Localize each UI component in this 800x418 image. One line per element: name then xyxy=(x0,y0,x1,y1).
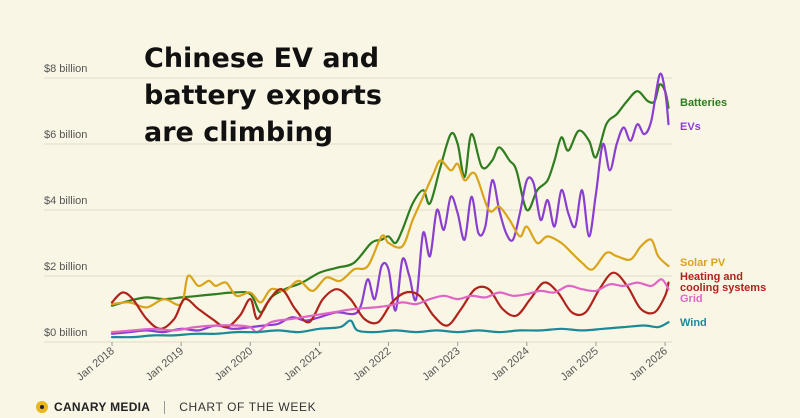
x-tick-label: Jan 2022 xyxy=(351,345,393,383)
title-line-2: battery exports xyxy=(144,80,382,111)
series-lines xyxy=(110,72,670,339)
series-label-heating-and-cooling-systems: Heating and cooling systems xyxy=(680,271,766,294)
footer-label: CHART OF THE WEEK xyxy=(179,400,317,414)
x-tick-label: Jan 2020 xyxy=(213,345,255,383)
footer: CANARY MEDIA CHART OF THE WEEK xyxy=(36,398,316,416)
x-tick-label: Jan 2019 xyxy=(144,345,186,383)
series-line-grid xyxy=(110,278,670,334)
series-label-evs: EVs xyxy=(680,121,701,133)
title-line-1: Chinese EV and xyxy=(144,43,380,74)
title-line-3: are climbing xyxy=(144,117,334,148)
series-line-solar-pv xyxy=(110,159,670,309)
series-line-wind xyxy=(110,319,670,339)
y-axis-tick-labels: $0 billion $2 billion $4 billion $6 billion… xyxy=(44,63,87,339)
series-label-grid: Grid xyxy=(680,293,703,305)
x-tick-label: Jan 2023 xyxy=(420,345,462,383)
x-tick-label: Jan 2025 xyxy=(558,345,600,383)
canary-dot-icon xyxy=(36,401,48,413)
y-tick-label: $4 billion xyxy=(44,195,87,207)
series-line-heating-and-cooling-systems xyxy=(110,271,670,330)
series-label-solar-pv: Solar PV xyxy=(680,257,726,269)
x-tick-label: Jan 2021 xyxy=(282,345,324,383)
chart-title: Chinese EV and battery exports are climb… xyxy=(144,40,382,151)
x-tick-label: Jan 2024 xyxy=(489,345,531,383)
series-label-batteries: Batteries xyxy=(680,97,727,109)
series-labels: Batteries EVs Solar PV Heating and cooling s… xyxy=(680,97,766,329)
x-tick-label: Jan 2026 xyxy=(628,345,670,383)
series-line-batteries xyxy=(110,83,670,314)
footer-brand: CANARY MEDIA xyxy=(54,400,151,414)
x-tick-label: Jan 2018 xyxy=(75,345,117,383)
x-axis-tick-labels: Jan 2018 Jan 2019 Jan 2020 Jan 2021 Jan 2022… xyxy=(75,342,670,383)
footer-divider xyxy=(164,400,166,414)
y-tick-label: $6 billion xyxy=(44,129,87,141)
y-tick-label: $2 billion xyxy=(44,261,87,273)
y-tick-label: $8 billion xyxy=(44,63,87,75)
y-tick-label: $0 billion xyxy=(44,327,87,339)
series-line-evs xyxy=(110,72,670,335)
series-label-wind: Wind xyxy=(680,317,707,329)
gridlines xyxy=(44,77,672,343)
